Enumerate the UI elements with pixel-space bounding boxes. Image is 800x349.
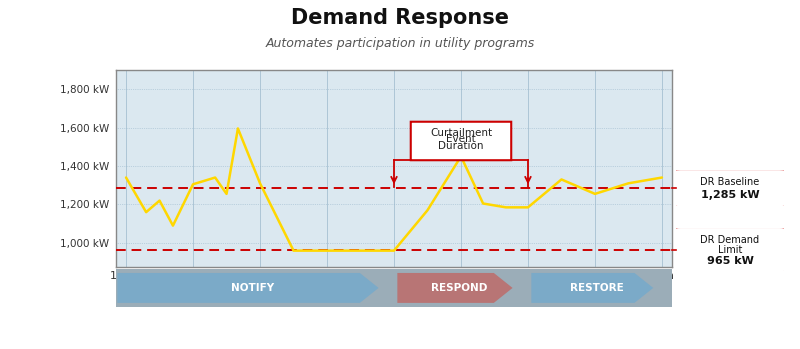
- FancyBboxPatch shape: [672, 227, 788, 272]
- Text: Automates participation in utility programs: Automates participation in utility progr…: [266, 37, 534, 50]
- Text: 965 kW: 965 kW: [706, 256, 754, 266]
- Text: Duration: Duration: [438, 141, 484, 151]
- Text: DR Baseline: DR Baseline: [700, 177, 760, 186]
- Text: RESTORE: RESTORE: [570, 283, 624, 293]
- Text: DR Demand: DR Demand: [701, 235, 759, 245]
- Text: RESPOND: RESPOND: [431, 283, 488, 293]
- Text: Event: Event: [446, 134, 476, 144]
- FancyBboxPatch shape: [410, 122, 511, 160]
- FancyArrow shape: [398, 273, 513, 303]
- FancyBboxPatch shape: [672, 169, 788, 207]
- Text: 1,285 kW: 1,285 kW: [701, 191, 759, 200]
- Text: Limit: Limit: [718, 245, 742, 255]
- FancyArrow shape: [531, 273, 654, 303]
- FancyArrow shape: [118, 273, 378, 303]
- Text: NOTIFY: NOTIFY: [231, 283, 274, 293]
- Text: Curtailment: Curtailment: [430, 128, 492, 138]
- Text: Demand Response: Demand Response: [291, 8, 509, 28]
